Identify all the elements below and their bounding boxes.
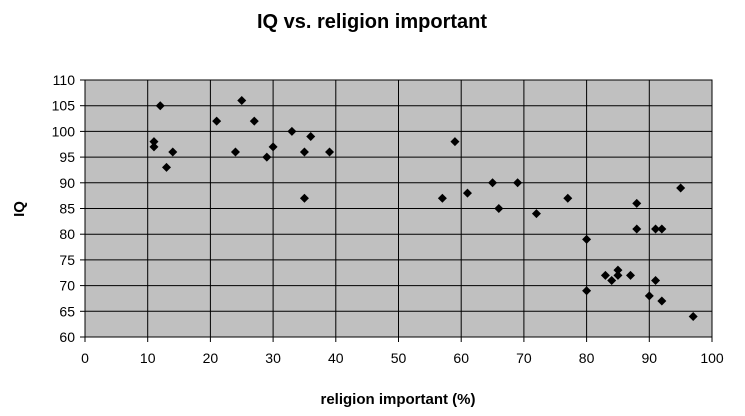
x-tick-label: 0 — [81, 350, 89, 366]
y-tick-label: 105 — [52, 98, 76, 114]
data-point — [462, 188, 472, 198]
x-tick-label: 60 — [453, 350, 469, 366]
y-tick-label: 95 — [59, 149, 75, 165]
data-points — [149, 96, 698, 321]
data-point — [607, 275, 617, 285]
y-tick-label: 90 — [59, 175, 75, 191]
data-point — [582, 286, 592, 296]
y-tick-label: 110 — [53, 72, 76, 88]
data-point — [287, 126, 297, 136]
x-tick-label: 30 — [265, 350, 281, 366]
x-tick-label: 20 — [203, 350, 219, 366]
data-point — [149, 142, 159, 152]
data-point — [450, 137, 460, 147]
y-tick-label: 75 — [59, 252, 75, 268]
data-point — [613, 270, 623, 280]
y-axis-ticks: 60 65 70 75 80 85 90 95 100 105 110 — [52, 72, 85, 345]
chart-title: IQ vs. religion important — [257, 11, 487, 33]
data-point — [212, 116, 222, 126]
data-point — [494, 204, 504, 213]
data-point — [651, 224, 661, 234]
data-point — [632, 198, 642, 208]
data-point — [513, 178, 523, 188]
x-tick-label: 40 — [328, 350, 344, 366]
data-point — [325, 147, 335, 157]
x-tick-label: 70 — [516, 350, 532, 366]
data-point — [262, 152, 272, 162]
data-point — [563, 193, 573, 203]
y-tick-label: 100 — [52, 123, 76, 139]
data-point — [651, 275, 661, 285]
data-point — [155, 101, 165, 111]
data-point — [625, 270, 635, 280]
data-point — [644, 291, 654, 301]
data-point — [613, 265, 623, 275]
x-tick-label: 10 — [140, 350, 156, 366]
y-tick-label: 80 — [59, 226, 75, 242]
x-tick-label: 90 — [642, 350, 658, 366]
data-point — [162, 162, 172, 172]
data-point — [249, 116, 259, 126]
data-point — [600, 270, 610, 280]
x-tick-label: 80 — [579, 350, 595, 366]
y-tick-label: 65 — [59, 303, 75, 319]
y-tick-label: 85 — [59, 201, 75, 217]
data-point — [488, 178, 498, 188]
x-axis-ticks: 0 10 20 30 40 50 60 70 80 90 100 — [81, 337, 724, 366]
data-point — [437, 193, 447, 203]
data-point — [149, 137, 159, 147]
data-point — [657, 224, 667, 234]
y-tick-label: 60 — [59, 329, 75, 345]
data-point — [676, 183, 686, 193]
data-point — [306, 132, 316, 142]
data-point — [531, 209, 541, 219]
data-point — [299, 193, 309, 203]
data-point — [657, 296, 667, 306]
y-axis-title: IQ — [11, 201, 28, 217]
x-axis-title: religion important (%) — [321, 391, 476, 408]
data-point — [237, 96, 247, 106]
data-point — [230, 147, 240, 157]
data-point — [168, 147, 178, 157]
data-point — [582, 234, 592, 244]
data-point — [632, 224, 642, 234]
y-tick-label: 70 — [59, 278, 75, 294]
data-point — [299, 147, 309, 157]
x-tick-label: 100 — [700, 350, 724, 366]
data-point — [688, 311, 698, 321]
x-tick-label: 50 — [391, 350, 407, 366]
data-point — [268, 142, 278, 152]
